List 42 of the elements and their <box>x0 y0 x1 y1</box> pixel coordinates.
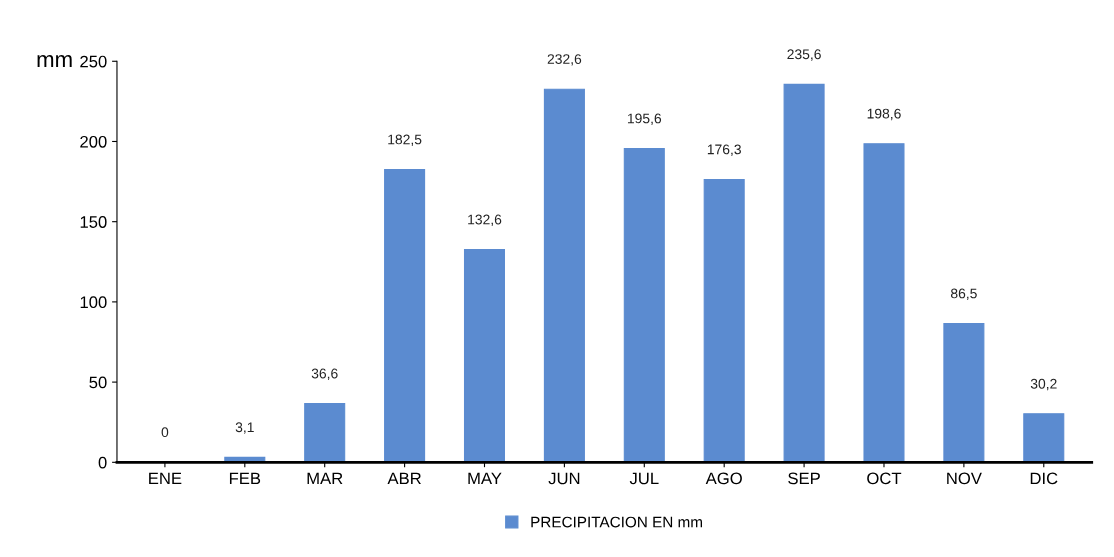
x-tick-label: JUL <box>629 472 659 485</box>
data-label: 182,5 <box>388 134 422 146</box>
data-label: 30,2 <box>1030 378 1057 391</box>
x-tick-label: DIC <box>1030 472 1058 485</box>
data-label: 132,6 <box>468 214 502 227</box>
bar <box>304 403 346 463</box>
data-label: 0 <box>161 427 169 438</box>
y-tick-label: 100 <box>80 296 107 309</box>
x-tick-label: MAR <box>307 472 343 485</box>
x-tick-label: JUN <box>548 472 580 485</box>
bar <box>623 147 665 463</box>
x-tick-label: NOV <box>947 472 982 485</box>
data-label: 3,1 <box>235 422 254 434</box>
y-tick-label: 50 <box>89 376 107 389</box>
bar <box>1023 413 1065 463</box>
data-label: 232,6 <box>547 54 582 66</box>
bar <box>943 322 985 463</box>
data-label: 86,5 <box>950 288 977 300</box>
x-tick-label: SEP <box>788 472 820 485</box>
bar <box>543 88 585 463</box>
x-tick-label: OCT <box>867 472 902 485</box>
data-label: 36,6 <box>311 368 338 381</box>
x-tick-label: AGO <box>705 472 742 485</box>
data-label: 235,6 <box>787 49 821 61</box>
y-tick-label: 0 <box>98 456 107 469</box>
bar <box>463 249 506 463</box>
legend-label: PRECIPITACION EN mm <box>531 516 702 528</box>
data-label: 198,6 <box>867 108 901 121</box>
y-tick-label: 250 <box>80 55 107 68</box>
x-tick-label: ENE <box>149 472 182 485</box>
data-label: 176,3 <box>707 144 741 156</box>
bar <box>703 178 745 463</box>
bar <box>863 143 905 463</box>
y-tick-label: 150 <box>80 216 107 228</box>
data-label: 195,6 <box>627 113 662 125</box>
bar <box>384 168 426 463</box>
x-tick-label: ABR <box>387 472 421 485</box>
x-tick-label: MAY <box>468 472 502 485</box>
bar <box>783 83 825 463</box>
y-axis-title: mm <box>37 55 72 68</box>
y-tick-label: 200 <box>80 135 107 148</box>
x-tick-label: FEB <box>229 472 261 485</box>
